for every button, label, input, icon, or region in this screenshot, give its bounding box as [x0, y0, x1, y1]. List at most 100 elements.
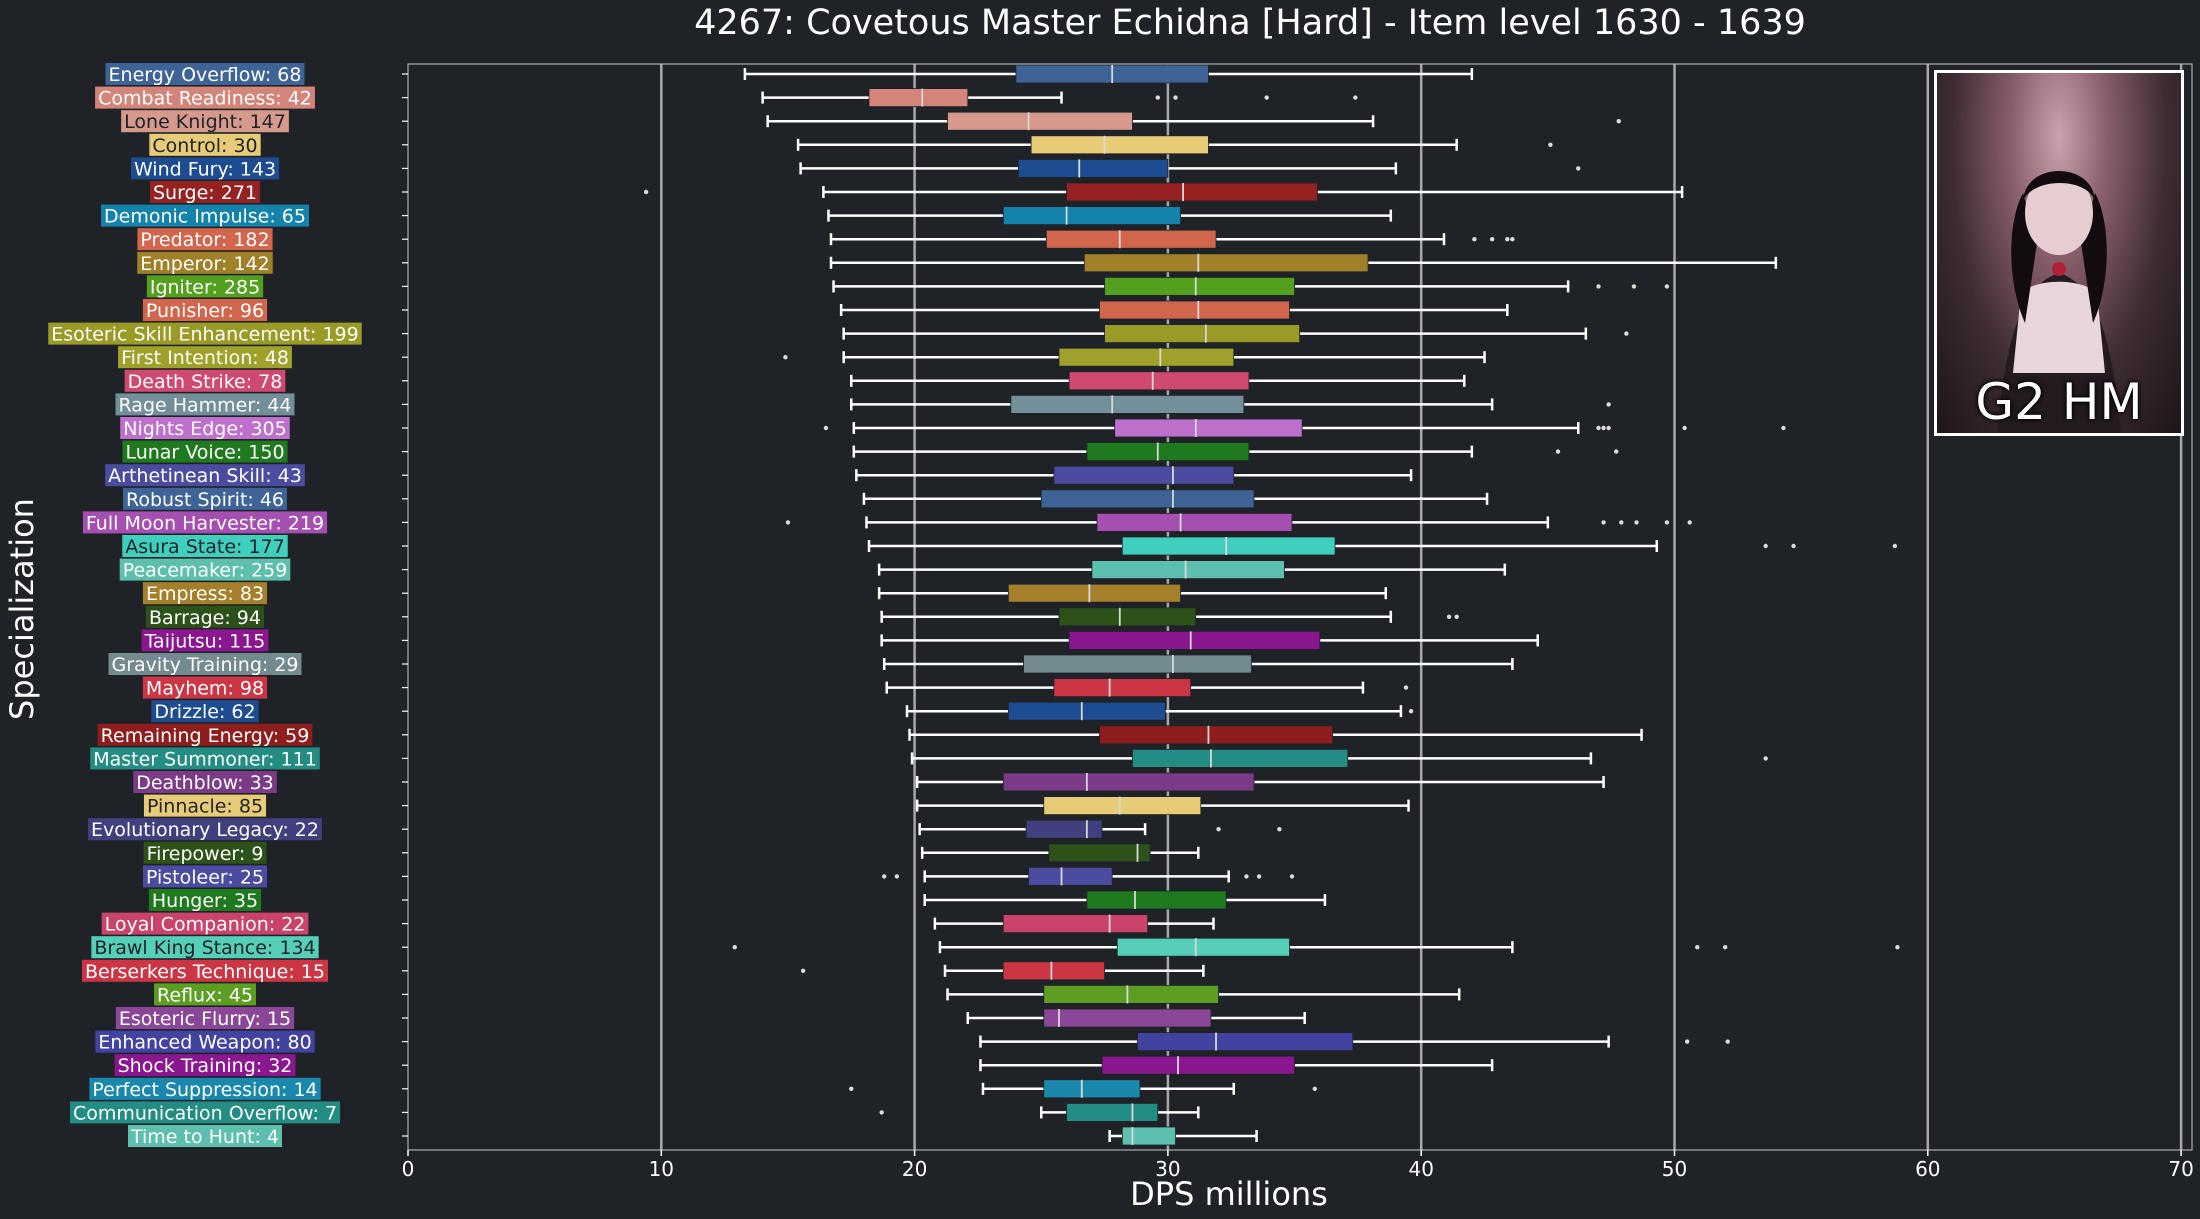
box-group: [832, 276, 1670, 296]
category-label: Hunger: 35: [152, 890, 258, 912]
box-group: [879, 1103, 1200, 1122]
outlier-point: [1173, 95, 1178, 100]
category-label-bg: [146, 605, 264, 628]
box: [1002, 961, 1105, 981]
category-label: Deathblow: 33: [136, 772, 274, 794]
category-label: Drizzle: 62: [154, 701, 255, 723]
box: [1086, 442, 1250, 462]
outlier-point: [1408, 709, 1414, 714]
outlier-point: [849, 1086, 854, 1092]
box-group: [915, 796, 1410, 815]
category-label-bg: [127, 1125, 283, 1147]
outlier-point: [1555, 449, 1561, 454]
outlier-point: [879, 1110, 884, 1115]
category-label-bg: [82, 959, 328, 982]
y-axis-title: Specialization: [3, 498, 41, 720]
outlier-point: [785, 520, 791, 525]
outlier-point: [1687, 520, 1692, 525]
category-label-bg: [91, 936, 319, 959]
outlier-point: [1763, 543, 1768, 549]
box: [1028, 867, 1113, 886]
category-label: Combat Readiness: 42: [98, 88, 312, 110]
outlier-point: [1505, 237, 1510, 242]
chart-title: 4267: Covetous Master Echidna [Hard] - I…: [694, 3, 1806, 43]
category-label-bg: [121, 110, 289, 133]
box-group: [867, 536, 1898, 556]
category-label: Pinnacle: 85: [147, 796, 263, 818]
outlier-point: [1548, 142, 1553, 147]
category-label: Brawl King Stance: 134: [94, 937, 315, 959]
outlier-point: [1454, 614, 1459, 619]
box-group: [877, 560, 1507, 579]
outlier-point: [1619, 520, 1624, 525]
outlier-point: [1614, 449, 1619, 454]
outlier-point: [1264, 95, 1269, 100]
box-group: [880, 631, 1539, 650]
box-group: [946, 985, 1461, 1004]
outlier-point: [823, 425, 829, 431]
category-label-bg: [101, 204, 309, 227]
box-group: [643, 182, 1684, 202]
category-label-bg: [137, 251, 273, 274]
category-label-bg: [142, 676, 268, 699]
box: [1043, 1008, 1212, 1028]
category-label-bg: [48, 322, 362, 345]
box: [947, 111, 1133, 131]
category-label-bg: [69, 1101, 341, 1124]
category-label: Lone Knight: 147: [124, 111, 286, 133]
category-label-bg: [105, 63, 305, 85]
box: [1086, 890, 1227, 910]
category-label: Death Strike: 78: [128, 371, 283, 393]
category-label-bg: [82, 511, 328, 534]
box-group: [923, 890, 1327, 910]
box-group: [799, 158, 1581, 178]
outlier-point: [1289, 874, 1295, 879]
category-label-bg: [146, 275, 264, 298]
outlier-point: [1256, 874, 1262, 879]
category-label: Wind Fury: 143: [134, 158, 276, 180]
category-label: Energy Overflow: 68: [109, 64, 302, 86]
category-label: Remaining Energy: 59: [101, 725, 310, 747]
box: [1048, 843, 1151, 863]
box-group: [849, 1079, 1318, 1099]
outlier-point: [1722, 945, 1728, 950]
box-group: [766, 111, 1621, 131]
category-label: Demonic Impulse: 65: [104, 206, 306, 228]
category-label: Time to Hunt: 4: [130, 1126, 279, 1148]
category-label: Loyal Companion: 22: [105, 914, 306, 936]
category-label-bg: [133, 771, 277, 793]
outlier-point: [1472, 237, 1477, 242]
outlier-point: [732, 945, 737, 950]
category-label: Empress: 83: [146, 583, 264, 605]
category-label-bg: [105, 464, 305, 487]
category-label: Barrage: 94: [149, 607, 261, 629]
category-label: Lunar Voice: 150: [125, 442, 284, 464]
category-label-bg: [143, 794, 267, 817]
outlier-point: [1446, 614, 1452, 619]
x-axis-title: DPS millions: [1130, 1175, 1328, 1213]
category-label: Igniter: 285: [150, 276, 260, 298]
box: [1010, 394, 1245, 414]
box: [868, 88, 969, 107]
x-tick-label: 20: [902, 1157, 927, 1181]
x-tick-label: 10: [649, 1157, 674, 1181]
box: [1116, 937, 1290, 957]
box: [1058, 347, 1235, 367]
outlier-point: [1353, 95, 1358, 100]
x-tick-label: 40: [1408, 1157, 1433, 1181]
box-group: [882, 654, 1514, 674]
category-label: Master Summoner: 111: [93, 748, 317, 770]
category-label-bg: [137, 228, 273, 251]
outlier-point: [1576, 166, 1581, 171]
box: [1066, 1103, 1159, 1122]
category-label: Communication Overflow: 7: [73, 1102, 337, 1124]
category-label-bg: [97, 723, 313, 746]
box-group: [979, 1032, 1730, 1051]
outlier-point: [643, 189, 649, 195]
x-tick-label: 60: [1915, 1157, 1940, 1181]
outlier-point: [1725, 1039, 1730, 1044]
box: [1099, 300, 1290, 320]
category-label-bg: [122, 535, 288, 557]
